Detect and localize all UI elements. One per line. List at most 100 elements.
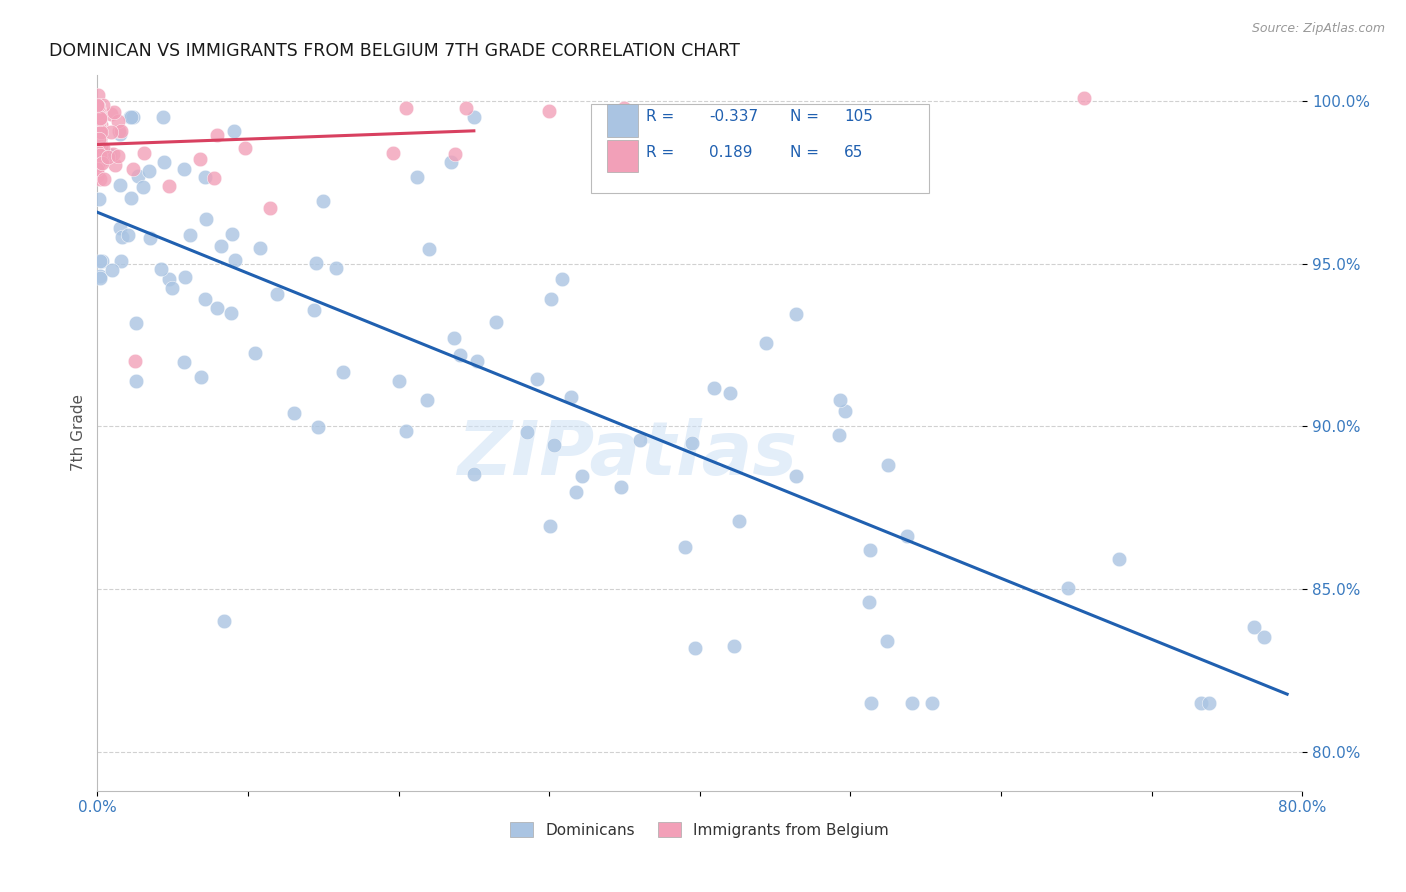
Point (87, 169, 110, 183)
Point (463, 111, 485, 125)
Point (540, 292, 562, 306)
Point (395, 424, 418, 438)
Point (395, 101, 418, 115)
Point (456, 101, 478, 115)
Text: Source: ZipAtlas.com: Source: ZipAtlas.com (1251, 22, 1385, 36)
Point (89, 254, 111, 268)
Point (110, 220, 132, 235)
Point (86, 130, 108, 145)
Point (89, 125, 111, 139)
Point (205, 128, 228, 143)
Point (382, 145, 405, 160)
Point (718, 386, 741, 401)
Point (571, 469, 593, 483)
Point (160, 281, 183, 295)
Point (543, 438, 565, 452)
Point (1253, 631, 1275, 645)
Point (139, 231, 162, 245)
Point (89, 135, 111, 149)
Point (132, 145, 155, 160)
Point (107, 149, 129, 163)
Point (443, 331, 465, 345)
Point (91, 253, 114, 268)
Point (107, 114, 129, 128)
Point (1198, 696, 1220, 710)
Point (516, 425, 538, 439)
Point (118, 111, 141, 125)
Point (87, 161, 110, 175)
Point (876, 634, 898, 648)
Y-axis label: 7th Grade: 7th Grade (72, 394, 86, 471)
Point (755, 335, 778, 350)
Point (449, 348, 471, 362)
Point (896, 528, 918, 542)
Point (86, 169, 108, 184)
Point (859, 542, 882, 557)
Point (683, 640, 706, 655)
Point (325, 260, 347, 275)
Point (834, 403, 856, 417)
Point (124, 354, 146, 368)
Point (440, 155, 463, 169)
Point (127, 169, 149, 183)
Point (149, 261, 172, 276)
Point (703, 381, 725, 395)
Point (1073, 91, 1095, 105)
Point (609, 141, 631, 155)
Point (90, 118, 112, 132)
Point (89, 271, 111, 285)
Point (121, 111, 143, 125)
Text: N =: N = (790, 109, 824, 124)
Point (173, 355, 195, 369)
Point (233, 141, 256, 155)
Point (877, 458, 900, 472)
Point (222, 124, 245, 138)
Point (89, 103, 111, 117)
Point (104, 158, 127, 172)
Point (111, 229, 134, 244)
Point (418, 242, 440, 256)
Point (828, 428, 851, 442)
Point (101, 147, 124, 161)
Point (173, 270, 195, 285)
Point (100, 263, 122, 277)
Point (91, 97, 114, 112)
Point (87, 157, 110, 171)
Point (1189, 696, 1212, 710)
Point (120, 111, 142, 125)
Point (332, 365, 354, 379)
Point (86, 87, 108, 102)
Point (305, 255, 328, 269)
Text: R =: R = (645, 145, 683, 160)
Point (117, 228, 139, 243)
Point (444, 147, 467, 161)
Point (87, 108, 110, 122)
FancyBboxPatch shape (607, 103, 638, 136)
Point (1243, 620, 1265, 634)
Point (551, 272, 574, 286)
Point (209, 239, 232, 253)
Point (125, 316, 148, 330)
Point (224, 252, 246, 267)
Point (100, 125, 122, 139)
Point (921, 696, 943, 710)
Point (312, 194, 335, 209)
Point (98, 148, 121, 162)
Point (100, 106, 122, 120)
Point (86, 97, 108, 112)
Point (86, 147, 108, 161)
Point (785, 307, 807, 321)
Point (249, 241, 271, 255)
Point (131, 180, 153, 194)
Point (538, 103, 561, 118)
Point (415, 393, 437, 408)
Point (91, 156, 114, 170)
FancyBboxPatch shape (592, 103, 929, 194)
Point (157, 179, 180, 194)
Point (89, 147, 111, 161)
Point (221, 227, 243, 242)
Point (728, 514, 751, 528)
Point (89, 112, 111, 127)
Point (90, 153, 112, 167)
Point (152, 111, 174, 125)
